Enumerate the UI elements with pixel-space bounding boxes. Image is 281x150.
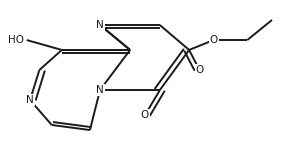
Text: O: O [141, 110, 149, 120]
Text: N: N [96, 20, 104, 30]
Text: N: N [96, 85, 104, 95]
Text: O: O [195, 65, 204, 75]
Text: N: N [26, 95, 34, 105]
Text: HO: HO [8, 35, 24, 45]
Text: O: O [209, 35, 218, 45]
